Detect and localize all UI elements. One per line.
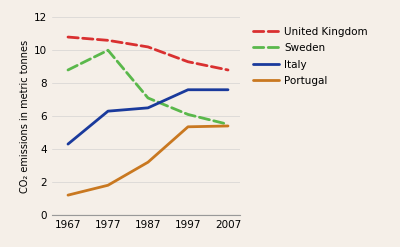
Sweden xyxy=(66,68,70,71)
United Kingdom xyxy=(146,45,150,48)
Sweden xyxy=(186,113,190,116)
Sweden xyxy=(106,49,110,52)
Sweden xyxy=(146,97,150,100)
Italy xyxy=(66,143,70,145)
Portugal xyxy=(186,125,190,128)
United Kingdom xyxy=(66,36,70,39)
Line: Sweden: Sweden xyxy=(68,50,228,124)
Portugal xyxy=(66,194,70,197)
Legend: United Kingdom, Sweden, Italy, Portugal: United Kingdom, Sweden, Italy, Portugal xyxy=(253,26,368,86)
United Kingdom xyxy=(186,60,190,63)
United Kingdom xyxy=(106,39,110,42)
Sweden xyxy=(226,123,230,126)
Italy xyxy=(186,88,190,91)
Line: Italy: Italy xyxy=(68,90,228,144)
Portugal xyxy=(146,161,150,164)
United Kingdom xyxy=(226,68,230,71)
Portugal xyxy=(226,124,230,127)
Line: Portugal: Portugal xyxy=(68,126,228,195)
Italy xyxy=(106,110,110,113)
Italy xyxy=(146,106,150,109)
Y-axis label: CO₂ emissions in metric tonnes: CO₂ emissions in metric tonnes xyxy=(20,40,30,193)
Line: United Kingdom: United Kingdom xyxy=(68,37,228,70)
Italy xyxy=(226,88,230,91)
Portugal xyxy=(106,184,110,187)
